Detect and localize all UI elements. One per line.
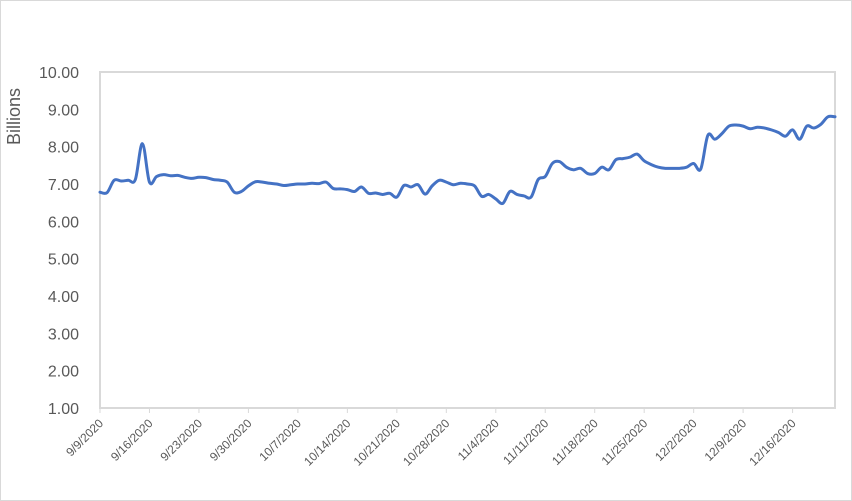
x-tick-label: 11/18/2020 <box>549 416 601 468</box>
y-tick-label: 10.00 <box>39 65 79 82</box>
x-tick-label: 12/2/2020 <box>652 416 700 464</box>
series-line <box>98 114 837 206</box>
y-axis-title: Billions <box>4 88 24 145</box>
y-tick-label: 4.00 <box>48 289 79 306</box>
x-tick-label: 10/21/2020 <box>351 416 404 469</box>
x-tick-label: 12/9/2020 <box>702 416 750 464</box>
y-tick-label: 2.00 <box>48 364 79 381</box>
y-tick-label: 9.00 <box>48 102 79 119</box>
y-tick-label: 3.00 <box>48 326 79 343</box>
x-tick-label: 9/9/2020 <box>63 416 106 459</box>
y-tick-label: 5.00 <box>48 252 79 269</box>
x-tick-label: 9/23/2020 <box>157 416 205 464</box>
y-tick-label: 1.00 <box>48 401 79 418</box>
y-tick-label: 6.00 <box>48 214 79 231</box>
x-tick-label: 12/16/2020 <box>746 416 799 469</box>
x-tick-label: 10/28/2020 <box>400 416 453 469</box>
x-tick-label: 11/11/2020 <box>500 416 551 467</box>
x-tick-label: 9/30/2020 <box>207 416 255 464</box>
x-tick-label: 9/16/2020 <box>108 416 156 464</box>
x-tick-label: 11/4/2020 <box>455 416 502 463</box>
y-tick-label: 8.00 <box>48 140 79 157</box>
y-tick-label: 7.00 <box>48 177 79 194</box>
x-tick-label: 11/25/2020 <box>599 416 651 468</box>
plot-area <box>99 71 836 409</box>
x-tick-label: 10/7/2020 <box>256 416 304 464</box>
x-tick-label: 10/14/2020 <box>301 416 354 469</box>
